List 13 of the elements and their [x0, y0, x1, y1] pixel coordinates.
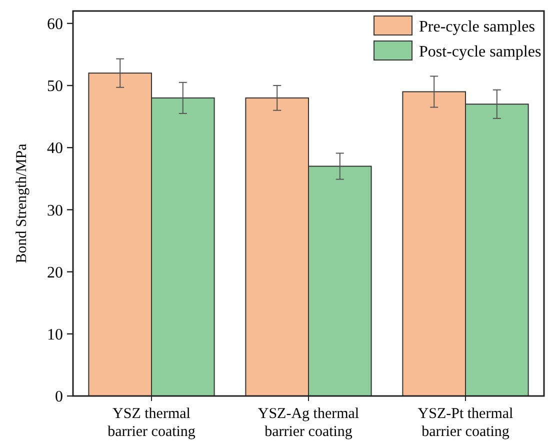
- legend-label: Pre-cycle samples: [419, 18, 535, 36]
- y-tick-label: 40: [47, 140, 63, 158]
- y-tick-label: 20: [47, 264, 63, 282]
- x-tick-label: YSZ-Ag thermal barrier coating: [258, 406, 360, 440]
- y-tick-label: 10: [47, 326, 63, 344]
- y-tick-label: 0: [55, 388, 63, 406]
- y-tick-label: 60: [47, 16, 63, 34]
- x-tick-label: YSZ thermal barrier coating: [108, 406, 196, 440]
- x-tick-label: YSZ-Pt thermal barrier coating: [418, 406, 514, 440]
- y-axis-title: Bond Strength/MPa: [14, 143, 30, 264]
- y-tick-label: 50: [47, 78, 63, 96]
- y-tick-label: 30: [47, 202, 63, 220]
- legend-label: Post-cycle samples: [419, 44, 542, 61]
